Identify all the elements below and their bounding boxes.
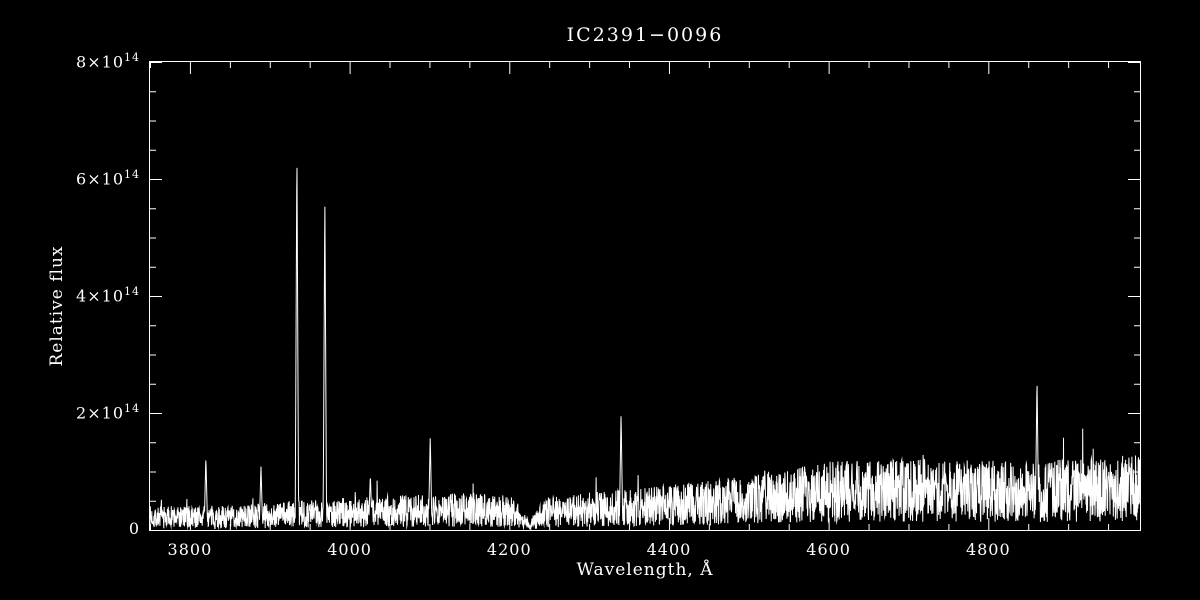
x-tick-label: 4400 [646,540,692,559]
x-tick-label: 3800 [167,540,213,559]
y-tick-label: 8×1014 [76,51,140,72]
y-tick-label: 4×1014 [76,285,140,306]
x-tick-label: 4800 [965,540,1011,559]
chart-title: IC2391−0096 [566,24,724,46]
spectrum-canvas [150,62,1140,530]
plot-area [149,61,1141,531]
y-tick-label: 2×1014 [76,402,140,423]
y-tick-label: 6×1014 [76,168,140,189]
x-tick-label: 4600 [806,540,851,559]
x-tick-label: 4200 [486,540,532,559]
x-axis-label: Wavelength, Å [576,560,714,580]
y-tick-label: 0 [128,519,140,538]
y-axis-label: Relative flux [47,245,67,367]
x-tick-label: 4000 [327,540,372,559]
